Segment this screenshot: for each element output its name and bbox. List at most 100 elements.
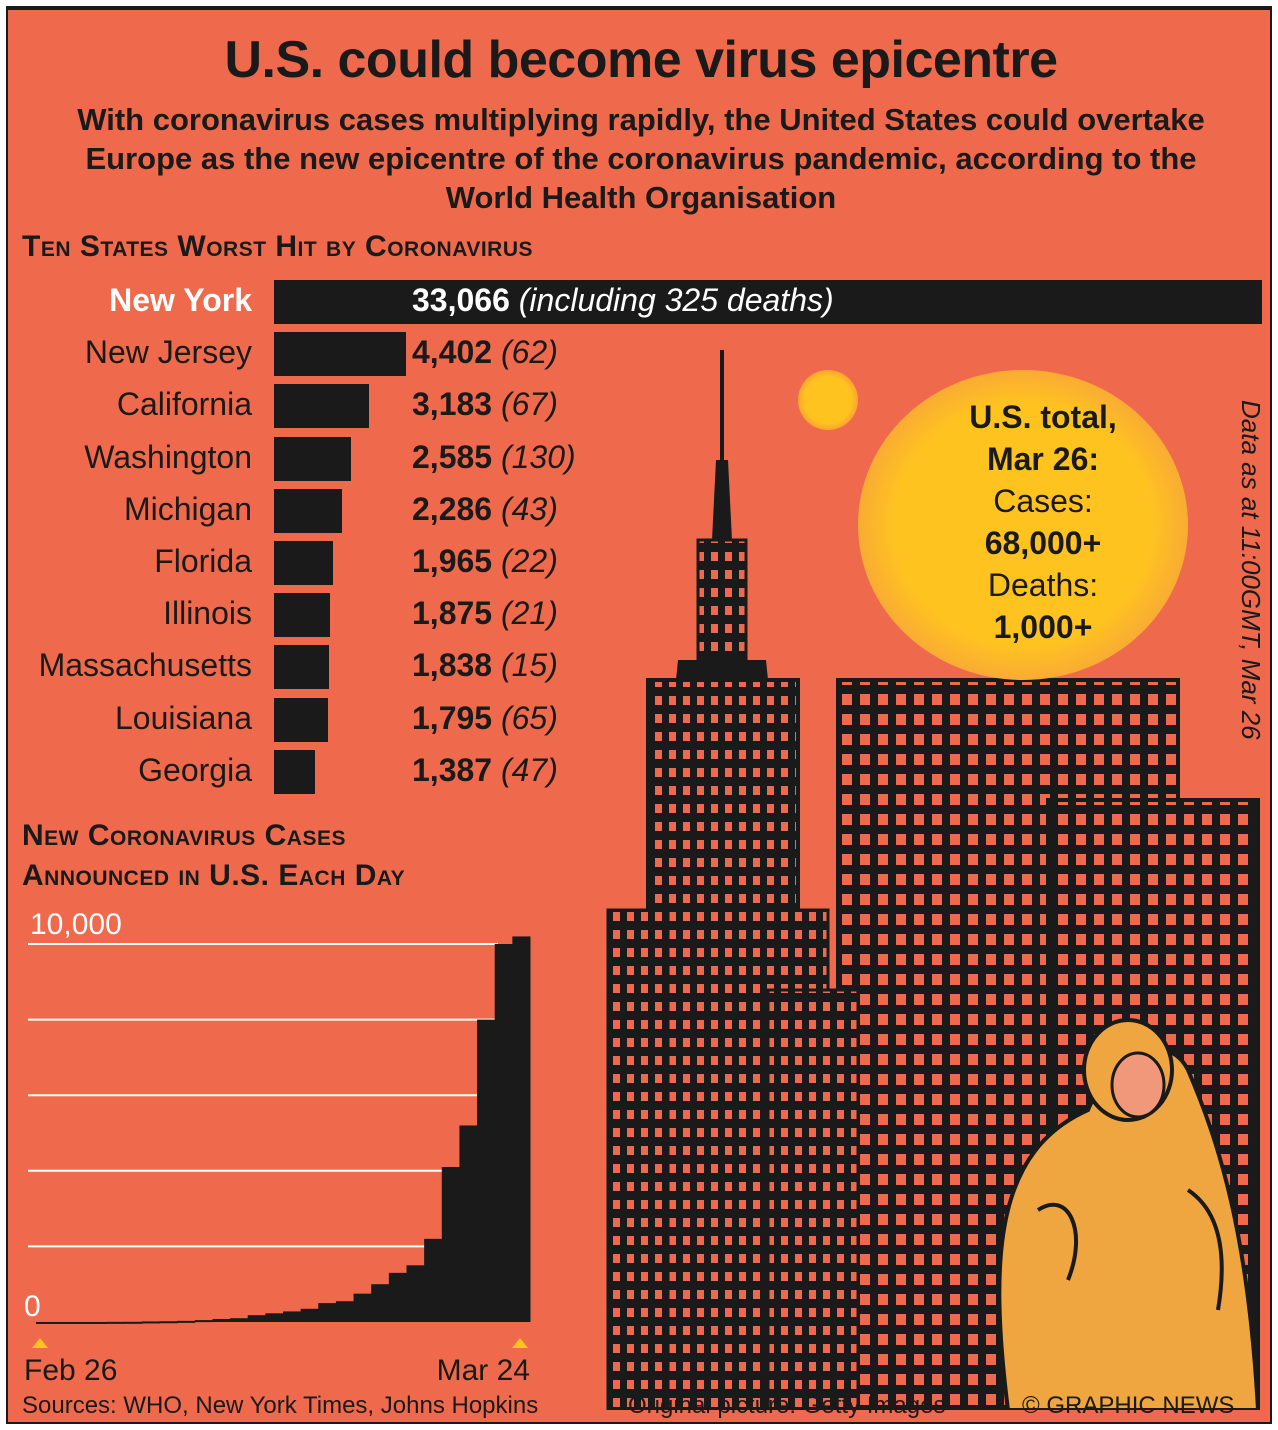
state-value: 1,387 (47) (412, 752, 558, 789)
state-label: Michigan (123, 490, 252, 527)
state-value: 33,066 (including 325 deaths) (412, 282, 834, 319)
daily-cases-chart: 10,000 0 Feb 26 Mar 24 (24, 908, 531, 1387)
state-bar (274, 541, 333, 585)
state-bar (274, 332, 406, 377)
daily-bar (318, 1303, 337, 1322)
daily-heading-line1: New Coronavirus Cases (22, 819, 346, 852)
daily-bar (141, 1321, 160, 1324)
state-value: 4,402 (62) (412, 334, 558, 371)
infographic: U.S. could become virus epicentre With c… (6, 6, 1272, 1424)
state-label: New Jersey (84, 334, 252, 371)
state-cases: 2,286 (412, 490, 493, 527)
state-cases: 1,387 (412, 751, 493, 788)
state-value: 1,795 (65) (412, 700, 558, 737)
us-total-box: U.S. total, Mar 26: Cases: 68,000+ Death… (928, 396, 1158, 648)
state-deaths: (22) (492, 543, 558, 579)
state-cases: 3,183 (412, 386, 493, 423)
person-in-yellow-coat (997, 1018, 1261, 1410)
daily-heading-line2: Announced in U.S. Each Day (22, 859, 406, 892)
daily-bar (124, 1321, 143, 1324)
state-deaths: (67) (492, 386, 558, 423)
daily-bar (300, 1308, 319, 1322)
state-label: Washington (84, 438, 252, 475)
us-total-title: U.S. total, (969, 399, 1117, 435)
total-highlight-blob (858, 370, 1188, 680)
state-label: Louisiana (115, 699, 252, 736)
state-bar (274, 436, 352, 481)
state-deaths: (130) (492, 438, 576, 475)
daily-bar (212, 1318, 231, 1322)
state-cases: 4,402 (412, 334, 493, 371)
state-bar (274, 749, 316, 794)
state-label: Georgia (138, 751, 252, 788)
state-cases: 2,585 (412, 438, 493, 475)
daily-bar (177, 1320, 196, 1323)
highlight-dot (798, 370, 858, 430)
daily-bar (494, 944, 513, 1322)
state-bar (274, 697, 328, 742)
state-value: 1,875 (21) (412, 595, 558, 632)
cases-label: Cases: (993, 483, 1093, 519)
daily-bar (441, 1167, 460, 1322)
page-title: U.S. could become virus epicentre (224, 31, 1058, 89)
state-value: 1,965 (22) (412, 543, 558, 580)
state-bar (274, 488, 343, 533)
state-bar (274, 384, 370, 429)
copyright: © GRAPHIC NEWS (1022, 1392, 1235, 1419)
daily-bar (36, 1321, 55, 1324)
state-label: Illinois (163, 595, 252, 632)
state-cases: 1,795 (412, 699, 493, 736)
daily-bar (353, 1293, 372, 1322)
state-deaths: (62) (492, 334, 558, 371)
daily-bar (106, 1321, 125, 1324)
state-deaths: (15) (492, 647, 558, 684)
start-marker (32, 1338, 48, 1348)
states-chart-heading: Ten States Worst Hit by Coronavirus (22, 230, 533, 263)
state-deaths: (43) (492, 490, 558, 527)
daily-bar (406, 1265, 425, 1322)
daily-bar (194, 1320, 213, 1323)
state-value: 2,286 (43) (412, 491, 558, 528)
daily-bar (159, 1321, 178, 1324)
x-tick-label: Feb 26 (24, 1354, 117, 1387)
state-cases: 1,875 (412, 595, 493, 632)
daily-bar (424, 1238, 443, 1322)
state-deaths: (including 325 deaths) (509, 282, 834, 318)
state-cases: 1,965 (412, 543, 493, 579)
state-value: 3,183 (67) (412, 386, 558, 423)
y-tick-label: 10,000 (30, 908, 122, 941)
state-cases: 1,838 (412, 647, 493, 684)
daily-bar (459, 1125, 478, 1322)
daily-bar (88, 1321, 108, 1324)
end-marker (512, 1338, 528, 1348)
deaths-value: 1,000+ (993, 609, 1093, 645)
cases-value: 68,000+ (984, 525, 1102, 561)
daily-chart-heading: New Coronavirus Cases Announced in U.S. … (22, 816, 405, 896)
state-deaths: (21) (492, 595, 558, 632)
state-cases: 33,066 (412, 282, 510, 318)
state-deaths: (65) (492, 699, 558, 736)
data-as-of-note: Data as at 11:00GMT, Mar 26 (1236, 400, 1266, 740)
daily-bar (388, 1272, 407, 1322)
state-bar (274, 593, 331, 638)
skyline-illustration (606, 350, 1261, 1410)
x-tick-label: Mar 24 (437, 1354, 530, 1387)
us-total-date: Mar 26: (986, 441, 1100, 477)
daily-bar (335, 1301, 355, 1322)
daily-bar (265, 1313, 284, 1322)
state-bar (274, 280, 1262, 324)
y-tick-label: 0 (24, 1290, 41, 1323)
daily-bar (512, 936, 531, 1322)
daily-bar (283, 1311, 302, 1322)
daily-bar (371, 1284, 390, 1322)
state-deaths: (47) (492, 751, 558, 788)
sources-note: Sources: WHO, New York Times, Johns Hopk… (22, 1392, 539, 1419)
state-value: 1,838 (15) (412, 647, 558, 684)
daily-bar (71, 1321, 90, 1324)
state-bar (274, 645, 329, 690)
daily-bar (247, 1315, 266, 1322)
state-label: Massachusetts (38, 647, 252, 684)
daily-bar (477, 1019, 496, 1322)
state-value: 2,585 (130) (412, 439, 576, 476)
state-label: California (116, 386, 252, 423)
